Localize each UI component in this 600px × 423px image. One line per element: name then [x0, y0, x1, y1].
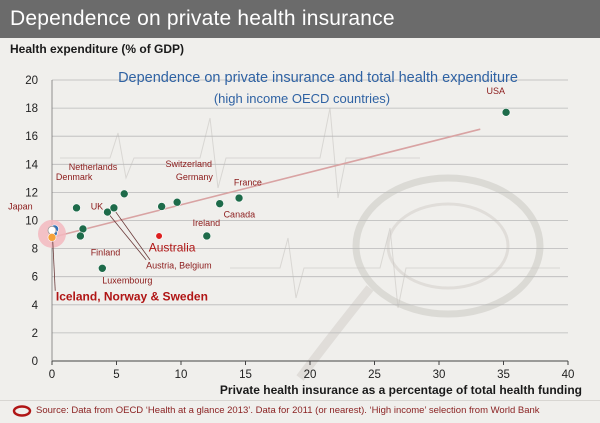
logo-icon — [12, 405, 32, 417]
point-france — [234, 193, 244, 203]
x-tick-label: 0 — [49, 369, 55, 381]
ticks: 0 5 10 15 20 25 30 35 40 0 2 4 6 8 10 12 14 16 18 20 — [25, 75, 574, 381]
chart-subtitle: (high income OECD countries) — [214, 91, 390, 106]
stethoscope-icon — [296, 174, 544, 381]
y-tick-label: 12 — [25, 187, 38, 199]
point-switzerland — [157, 202, 166, 211]
y-tick-label: 0 — [32, 356, 38, 368]
x-tick-label: 30 — [433, 369, 446, 381]
label-france: France — [234, 177, 262, 187]
point-usa — [501, 108, 511, 117]
point-sweden — [47, 233, 57, 242]
y-tick-label: 6 — [32, 272, 38, 284]
x-tick-label: 15 — [239, 369, 252, 381]
callout-line-iceland — [52, 238, 56, 291]
label-japan: Japan — [8, 201, 33, 211]
y-tick-label: 20 — [25, 75, 38, 87]
grid — [52, 79, 568, 334]
x-tick-label: 20 — [304, 369, 317, 381]
callout-lines — [52, 211, 151, 291]
x-tick-label: 40 — [562, 369, 575, 381]
callout-2: Iceland, Norway & Sweden — [56, 290, 208, 304]
callout-1: Australia — [149, 240, 196, 254]
footer-divider — [0, 400, 600, 401]
callout-line-austria — [109, 214, 147, 261]
point-australia — [155, 232, 163, 240]
x-axis-label: Private health insurance as a percentage… — [220, 383, 582, 397]
y-tick-label: 16 — [25, 131, 38, 143]
point-austria — [103, 207, 112, 217]
point-ireland — [202, 231, 212, 241]
points — [47, 108, 511, 273]
label-netherlands: Netherlands — [69, 162, 118, 172]
point-luxembourg — [98, 263, 107, 273]
y-axis-label: Health expenditure (% of GDP) — [10, 42, 184, 56]
page-title: Dependence on private health insurance — [0, 0, 600, 38]
label-usa: USA — [487, 86, 506, 96]
label-uk: UK — [91, 201, 104, 211]
trendline — [51, 128, 481, 239]
x-tick-label: 25 — [368, 369, 381, 381]
label-finland: Finland — [91, 248, 121, 258]
label-ireland: Ireland — [193, 218, 221, 228]
point-germany — [172, 197, 182, 207]
y-tick-label: 2 — [32, 328, 38, 340]
trendline-path — [51, 128, 481, 239]
point-labels: USA France Canada Germany Ireland Switzerland… — [8, 86, 505, 304]
chart: USA France Canada Germany Ireland Switzerland… — [8, 42, 582, 397]
point-finland — [76, 231, 85, 241]
x-tick-label: 5 — [113, 369, 119, 381]
y-tick-label: 18 — [25, 103, 38, 115]
chart-title: Dependence on private insurance and tota… — [118, 70, 518, 86]
ecg-background — [60, 107, 560, 309]
callout-line-belgium — [115, 211, 151, 261]
x-tick-label: 35 — [497, 369, 510, 381]
y-tick-label: 8 — [32, 244, 38, 256]
label-canada: Canada — [224, 210, 256, 220]
callout-0: Austria, Belgium — [146, 260, 212, 270]
x-tick-label: 10 — [175, 369, 188, 381]
y-tick-label: 4 — [32, 300, 39, 312]
label-germany: Germany — [176, 172, 214, 182]
point-belgium — [109, 203, 119, 213]
label-denmark: Denmark — [56, 172, 93, 182]
y-tick-label: 14 — [25, 159, 38, 171]
point-denmark — [72, 203, 81, 213]
y-tick-label: 10 — [25, 216, 38, 228]
label-luxembourg: Luxembourg — [102, 276, 152, 286]
label-switzerland: Switzerland — [165, 159, 212, 169]
point-canada — [215, 199, 224, 208]
source-note: Source: Data from OECD ‘Health at a glan… — [36, 405, 540, 416]
point-netherlands — [119, 189, 129, 199]
